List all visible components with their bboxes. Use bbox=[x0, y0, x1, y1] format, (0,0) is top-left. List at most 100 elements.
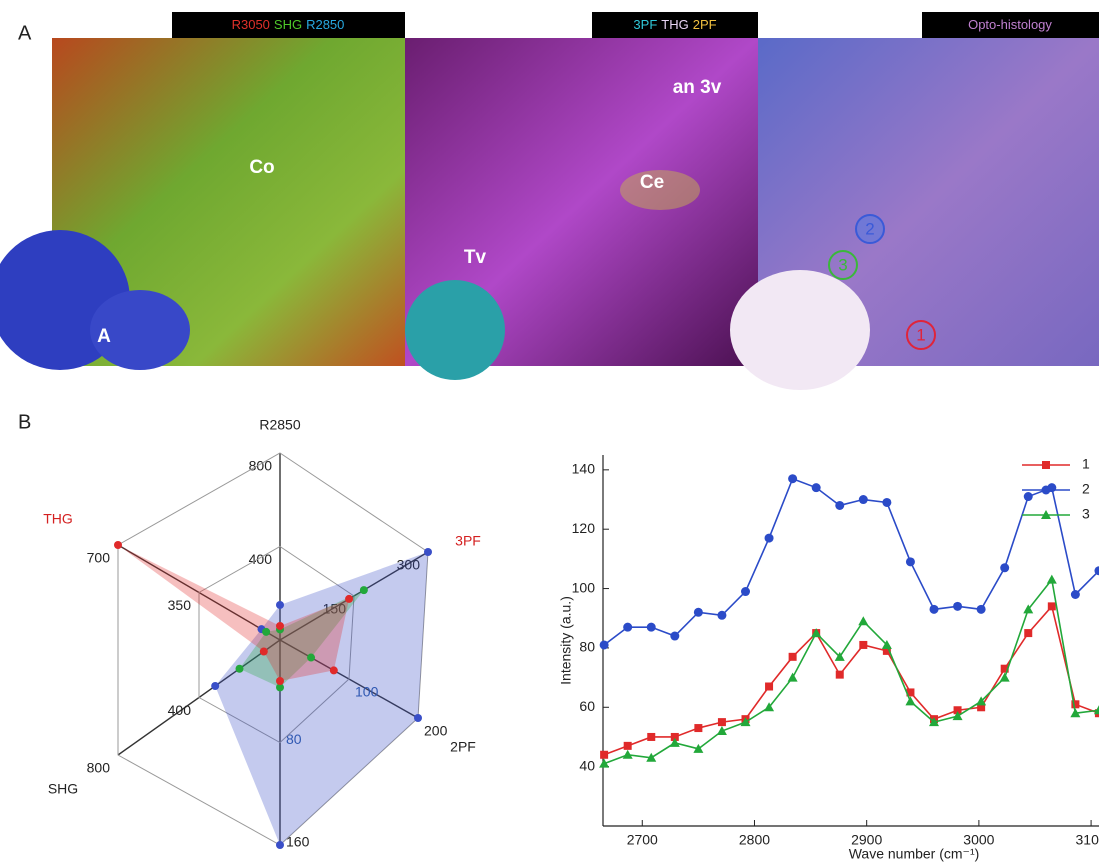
data-point bbox=[623, 750, 633, 759]
data-point bbox=[694, 608, 703, 617]
radar-point bbox=[114, 541, 122, 549]
data-point bbox=[905, 696, 915, 705]
data-point bbox=[647, 733, 655, 741]
header-word: SHG bbox=[274, 17, 302, 32]
image-label: Co bbox=[249, 157, 274, 178]
radar-axis-name: SHG bbox=[48, 781, 78, 797]
radar-axis-name: R2850 bbox=[259, 417, 300, 433]
y-tick-label: 40 bbox=[579, 757, 595, 773]
data-point bbox=[1024, 629, 1032, 637]
radar-tick-label: 350 bbox=[168, 597, 192, 613]
data-point bbox=[930, 605, 939, 614]
data-point bbox=[765, 534, 774, 543]
radar-point bbox=[360, 586, 368, 594]
data-point bbox=[1094, 705, 1099, 714]
y-tick-label: 60 bbox=[579, 698, 595, 714]
y-axis-title: Intensity (a.u.) bbox=[558, 596, 574, 685]
header-word: THG bbox=[661, 17, 688, 32]
radar-point bbox=[414, 714, 422, 722]
header-word: Opto-histology bbox=[968, 17, 1052, 32]
data-point bbox=[1047, 575, 1057, 584]
data-point bbox=[718, 718, 726, 726]
page: {"figure": {"panel_labels": ["A", "B"], … bbox=[0, 0, 1099, 866]
data-point bbox=[694, 724, 702, 732]
radar-point bbox=[276, 601, 284, 609]
header-word: 2PF bbox=[693, 17, 717, 32]
radar-point bbox=[307, 654, 315, 662]
panel-label: B bbox=[18, 411, 31, 433]
image-texture bbox=[405, 280, 505, 380]
region-label: 1 bbox=[916, 325, 925, 344]
radar-point bbox=[260, 648, 268, 656]
data-point bbox=[836, 671, 844, 679]
radar-tick-label: 700 bbox=[87, 550, 111, 566]
region-label: 2 bbox=[865, 219, 874, 238]
image-label: Ce bbox=[640, 172, 664, 193]
data-point bbox=[1024, 492, 1033, 501]
y-tick-label: 100 bbox=[572, 579, 596, 595]
legend-marker bbox=[1042, 486, 1051, 495]
data-point bbox=[812, 483, 821, 492]
data-point bbox=[600, 751, 608, 759]
y-tick-label: 80 bbox=[579, 639, 595, 655]
data-point bbox=[741, 587, 750, 596]
legend-label: 1 bbox=[1082, 456, 1090, 472]
image-header: Opto-histology bbox=[968, 17, 1052, 32]
y-tick-label: 140 bbox=[572, 461, 596, 477]
data-point bbox=[788, 474, 797, 483]
data-point bbox=[788, 673, 798, 682]
data-point bbox=[647, 623, 656, 632]
radar-point bbox=[330, 666, 338, 674]
data-point bbox=[835, 501, 844, 510]
legend-label: 2 bbox=[1082, 481, 1090, 497]
x-tick-label: 3100 bbox=[1076, 832, 1099, 848]
panel-label: A bbox=[18, 22, 32, 44]
data-point bbox=[882, 498, 891, 507]
data-point bbox=[600, 640, 609, 649]
radar-axis-name: 3PF bbox=[455, 533, 481, 549]
radar-tick-label: 800 bbox=[87, 760, 111, 776]
image-texture bbox=[730, 270, 870, 390]
data-point bbox=[858, 616, 868, 625]
data-line bbox=[604, 606, 1099, 754]
data-point bbox=[977, 605, 986, 614]
image-label: Tv bbox=[464, 247, 487, 268]
header-word: R2850 bbox=[306, 17, 344, 32]
data-point bbox=[859, 641, 867, 649]
radar-tick-label: 800 bbox=[249, 458, 273, 474]
header-word: R3050 bbox=[232, 17, 270, 32]
radar-tick-label: 400 bbox=[168, 702, 192, 718]
radar-tick-label: 400 bbox=[249, 551, 273, 567]
radar-tick-label: 200 bbox=[424, 723, 448, 739]
radar-axis-name: 2PF bbox=[450, 739, 476, 755]
x-tick-label: 2800 bbox=[739, 832, 770, 848]
region-label: 3 bbox=[838, 255, 847, 274]
data-point bbox=[670, 632, 679, 641]
radar-point bbox=[276, 841, 284, 849]
data-point bbox=[906, 557, 915, 566]
data-point bbox=[1048, 602, 1056, 610]
radar-point bbox=[276, 622, 284, 630]
x-tick-label: 2700 bbox=[627, 832, 658, 848]
data-point bbox=[624, 742, 632, 750]
data-point bbox=[789, 653, 797, 661]
data-point bbox=[623, 623, 632, 632]
data-point bbox=[859, 495, 868, 504]
legend-marker bbox=[1042, 461, 1050, 469]
image-label: an 3v bbox=[673, 77, 722, 98]
y-tick-label: 120 bbox=[572, 520, 596, 536]
data-point bbox=[765, 683, 773, 691]
radar-point bbox=[345, 595, 353, 603]
radar-point bbox=[211, 682, 219, 690]
legend-label: 3 bbox=[1082, 506, 1090, 522]
data-point bbox=[1000, 563, 1009, 572]
radar-area bbox=[215, 552, 428, 845]
image-header: R3050 SHG R2850 bbox=[232, 17, 345, 32]
header-word: 3PF bbox=[633, 17, 657, 32]
data-point bbox=[1071, 590, 1080, 599]
image-label: A bbox=[97, 326, 111, 347]
radar-axis-name: THG bbox=[43, 511, 73, 527]
radar-point bbox=[276, 677, 284, 685]
image-header: 3PF THG 2PF bbox=[633, 17, 716, 32]
radar-point bbox=[236, 665, 244, 673]
